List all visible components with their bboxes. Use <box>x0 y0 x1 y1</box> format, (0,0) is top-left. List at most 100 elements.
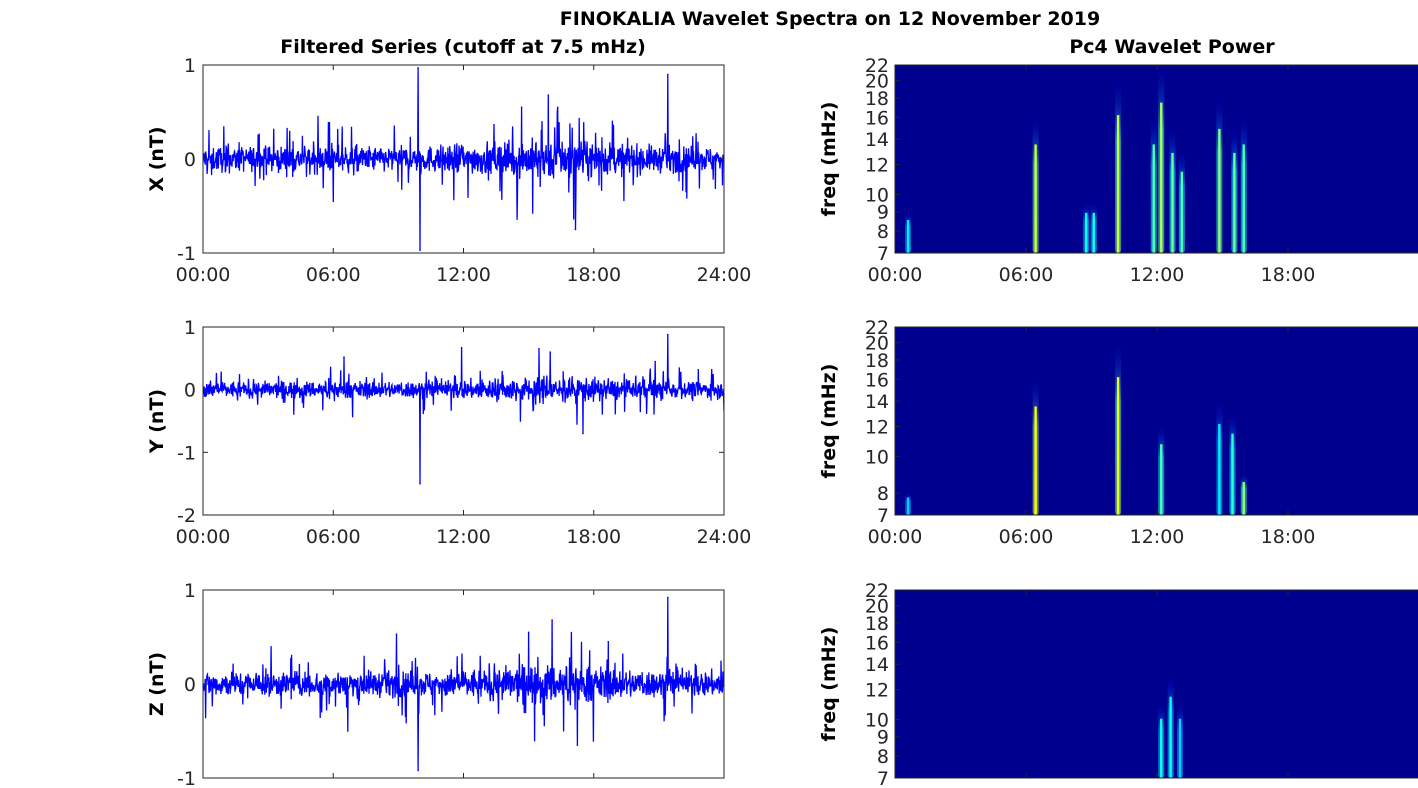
y-tick-label: 14 <box>865 391 889 413</box>
y-axis-label: Z (nT) <box>146 652 168 716</box>
power-burst <box>1116 115 1120 253</box>
y-tick-label: 1 <box>184 55 196 77</box>
x-tick-label: 12:00 <box>1130 526 1185 548</box>
y-tick-label: 1 <box>184 317 196 339</box>
y-tick-label: 16 <box>865 369 889 391</box>
data-point <box>419 482 421 485</box>
power-burst <box>1171 152 1174 253</box>
data-point <box>556 106 559 109</box>
y-tick-label: 7 <box>877 768 889 788</box>
line-chart-1: 1 0 -1 -200:00 06:00 12:00 18:00 24:00 Y (nT) <box>146 317 751 548</box>
data-point <box>574 228 577 231</box>
x-tick-label: 00:00 <box>868 526 923 548</box>
power-burst <box>1180 171 1184 253</box>
y-tick-label: 16 <box>865 632 889 654</box>
power-burst <box>1092 212 1095 253</box>
x-tick-label: 06:00 <box>306 264 361 286</box>
heatmap-3: 2220181614121098700:0006:0012:0018:0000f… <box>818 55 1418 286</box>
x-tick-label: 24:00 <box>697 264 752 286</box>
power-burst <box>1218 423 1221 515</box>
power-burst <box>1034 144 1037 253</box>
y-tick-label: 18 <box>865 88 889 110</box>
y-tick-label: -1 <box>177 768 196 788</box>
data-point <box>607 640 610 643</box>
plot-area: 10-100:00 06:00 12:00 18:00 24:00X (nT)10-1-… <box>146 55 1418 788</box>
data-point <box>332 200 335 203</box>
data-point <box>417 67 419 69</box>
spectrum-background <box>895 327 1418 515</box>
line-chart-0: 1 0 -100:00 06:00 12:00 18:00 24:00 X (nT) <box>146 55 751 286</box>
power-burst <box>1178 718 1182 778</box>
y-tick-label: 22 <box>865 580 889 602</box>
data-point <box>667 73 669 76</box>
y-axis-label: freq (mHz) <box>818 102 840 217</box>
data-point <box>551 619 553 621</box>
y-axis-label: freq (mHz) <box>818 627 840 742</box>
axes-box <box>894 64 1418 254</box>
left-column-title: Filtered Series (cutoff at 7.5 mHz) <box>280 36 646 58</box>
right-column-title: Pc4 Wavelet Power <box>1069 36 1275 58</box>
axes-box <box>894 589 1418 779</box>
y-tick-label: 7 <box>877 243 889 265</box>
power-burst <box>1152 144 1155 253</box>
data-point <box>667 596 669 599</box>
y-tick-label: 8 <box>877 221 889 243</box>
spectrum-background <box>895 590 1418 778</box>
y-tick-label: 20 <box>865 333 889 355</box>
data-point <box>547 94 550 96</box>
x-tick-label: 18:00 <box>566 526 621 548</box>
power-burst <box>1160 102 1163 253</box>
x-tick-label: 24:00 <box>697 526 752 548</box>
y-tick-label: 12 <box>865 417 889 439</box>
y-tick-label: 20 <box>865 596 889 618</box>
y-axis-label: X (nT) <box>146 126 168 191</box>
x-tick-label: 00:00 <box>176 264 231 286</box>
data-point <box>417 769 419 772</box>
x-tick-label: 18:00 <box>1261 526 1316 548</box>
data-point <box>576 744 579 746</box>
data-point <box>549 351 551 353</box>
y-tick-label: 10 <box>865 446 889 468</box>
x-tick-label: 12:00 <box>436 526 491 548</box>
axes-box <box>894 326 1418 516</box>
x-tick-label: 06:00 <box>999 264 1054 286</box>
y-tick-label: 14 <box>865 129 889 151</box>
data-point <box>343 356 345 358</box>
power-burst <box>1160 718 1163 778</box>
x-tick-label: 18:00 <box>1261 264 1316 286</box>
data-point <box>347 730 349 732</box>
x-tick-label: 00:00 <box>868 264 923 286</box>
y-tick-label: 8 <box>877 483 889 505</box>
power-burst <box>1242 144 1245 253</box>
power-burst <box>1218 128 1221 253</box>
y-tick-label: 10 <box>865 709 889 731</box>
y-tick-label: 0 <box>184 380 196 402</box>
power-burst <box>1231 433 1234 515</box>
y-tick-label: 7 <box>877 505 889 527</box>
y-tick-label: 9 <box>877 727 889 749</box>
power-burst <box>1242 481 1245 515</box>
plot-background <box>203 327 724 515</box>
x-tick-label: 06:00 <box>306 526 361 548</box>
data-point <box>582 432 584 435</box>
data-point <box>654 360 656 363</box>
y-tick-label: 14 <box>865 654 889 676</box>
y-tick-label: 22 <box>865 55 889 77</box>
series-line <box>203 67 724 251</box>
data-point <box>520 106 523 109</box>
power-burst <box>1169 696 1172 778</box>
figure-suptitle: FINOKALIA Wavelet Spectra on 12 November… <box>560 8 1100 30</box>
y-tick-label: 12 <box>865 155 889 177</box>
y-tick-label: -1 <box>177 243 196 265</box>
y-tick-label: 9 <box>877 202 889 224</box>
data-point <box>419 249 421 251</box>
series-line <box>203 334 724 484</box>
power-burst <box>1116 377 1120 515</box>
y-tick-label: 16 <box>865 107 889 129</box>
data-point <box>395 633 398 635</box>
data-point <box>460 346 463 349</box>
y-tick-label: -1 <box>177 442 196 464</box>
power-burst <box>1085 212 1088 253</box>
